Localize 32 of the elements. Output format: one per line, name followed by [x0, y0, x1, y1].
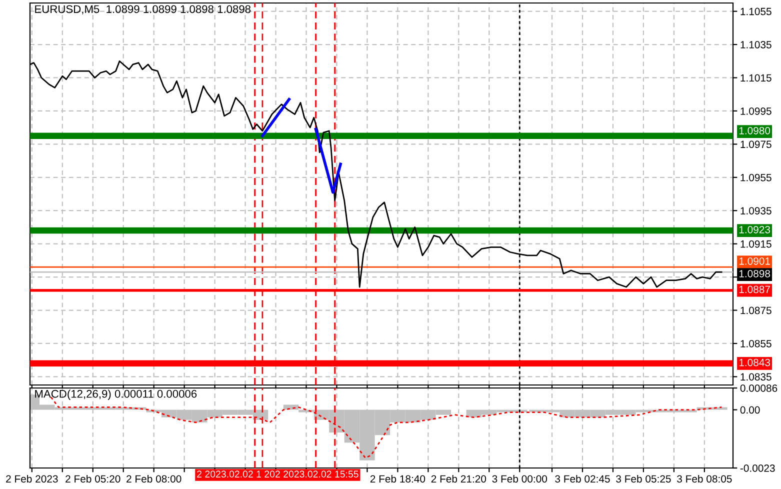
- chart-title: EURUSD,M5 1.0899 1.0899 1.0898 1.0898: [35, 5, 251, 14]
- y-tick-label: 1.0955: [740, 174, 772, 182]
- ref-line-label: 1.0980: [739, 126, 770, 134]
- y-tick-label: 0.00086: [740, 384, 778, 392]
- y-tick-label: 1.0975: [740, 140, 772, 148]
- x-tick-label: 3 Feb 08:05: [677, 474, 732, 483]
- x-tick-label: 2 Feb 21:20: [431, 474, 486, 483]
- y-tick-label: 1.0935: [740, 207, 772, 214]
- x-tick-label: 2 Feb 08:00: [126, 474, 182, 483]
- y-tick-label: 1.1055: [740, 8, 772, 16]
- x-tick-label: 2 Feb 2023: [6, 474, 58, 483]
- x-tick-label: 3 Feb 02:45: [555, 474, 610, 483]
- y-tick-label: 0.00: [740, 406, 760, 414]
- y-tick-label: 1.0995: [740, 107, 772, 115]
- text: 2 2023.02.02 1 202 2023.02.02 15:55: [197, 470, 358, 478]
- x-tick-label: 2 Feb 18:40: [370, 474, 426, 483]
- ref-line-label: 1.0923: [739, 226, 770, 234]
- y-tick-label: 1.1035: [740, 41, 772, 48]
- ref-line-label: 1.0843: [739, 358, 770, 366]
- x-tick-label: 2 Feb 05:20: [66, 474, 120, 483]
- y-tick-label: 1.0855: [740, 340, 772, 348]
- y-tick-label: 1.0915: [740, 240, 772, 248]
- ref-line-label: 1.0887: [739, 286, 770, 294]
- x-tick-label: 3 Feb 05:25: [616, 474, 671, 483]
- ref-line-label: 1.0898: [739, 270, 770, 278]
- y-tick-label: 1.0875: [740, 306, 772, 314]
- y-tick-label: 1.0835: [740, 373, 772, 381]
- y-tick-label: -0.0023: [740, 464, 775, 472]
- x-tick-label: 3 Feb 00:00: [492, 474, 548, 483]
- y-tick-label: 1.1015: [740, 74, 772, 82]
- chart-title: MACD(12,26,9) 0.00011 0.00006: [35, 390, 197, 400]
- ref-line-label: 1.0901: [739, 257, 770, 265]
